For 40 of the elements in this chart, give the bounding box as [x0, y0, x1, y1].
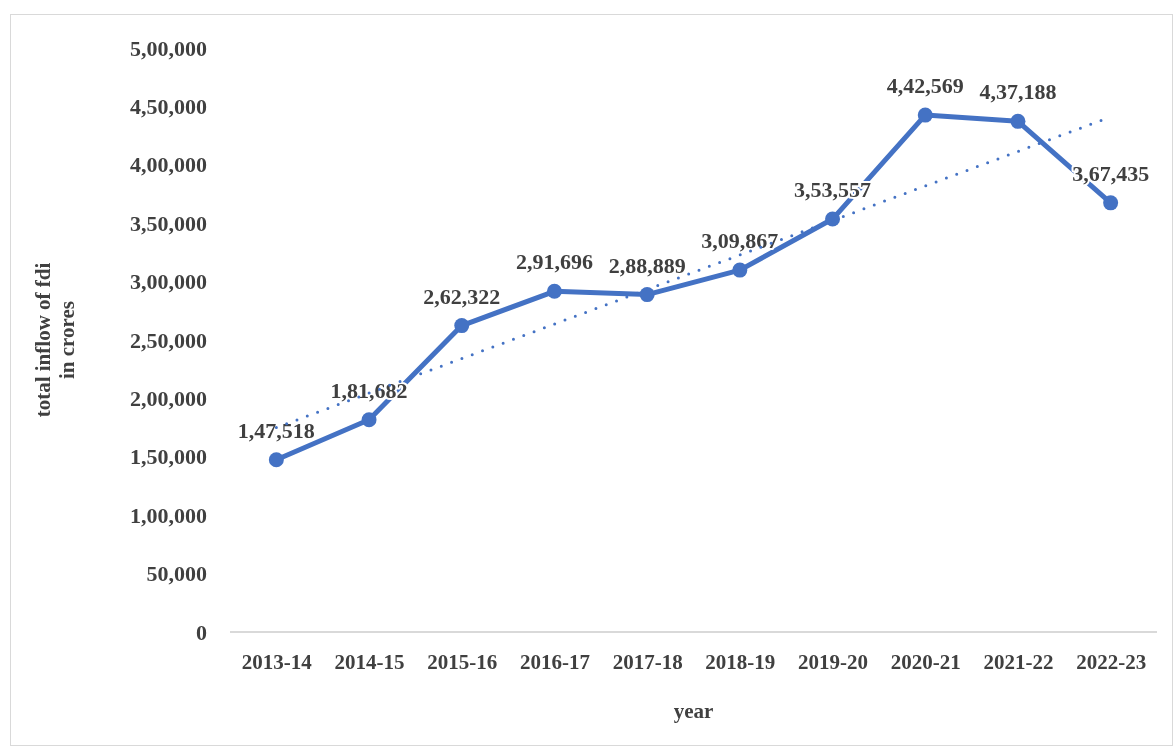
data-label: 4,42,569 — [886, 73, 964, 99]
y-tick-label: 3,50,000 — [130, 210, 207, 236]
y-axis-title: total inflow of fdi in crores — [31, 262, 79, 418]
data-label: 1,47,518 — [237, 417, 315, 443]
point — [825, 211, 841, 227]
y-tick-label: 4,00,000 — [130, 152, 207, 178]
y-tick-label: 1,50,000 — [130, 444, 207, 470]
x-tick-label: 2016-17 — [519, 649, 590, 674]
point — [1010, 113, 1026, 129]
y-tick-label: 5,00,000 — [130, 35, 207, 61]
x-tick-label: 2015-16 — [427, 649, 498, 674]
point — [1103, 195, 1119, 211]
data-label: 2,91,696 — [515, 249, 593, 275]
y-tick-label: 2,50,000 — [130, 327, 207, 353]
y-tick-label: 2,00,000 — [130, 385, 207, 411]
point — [639, 287, 655, 303]
data-label: 3,09,867 — [701, 228, 779, 254]
point — [454, 318, 470, 334]
x-tick-label: 2019-20 — [798, 649, 869, 674]
point — [361, 412, 377, 428]
x-tick-label: 2018-19 — [705, 649, 776, 674]
y-tick-label: 4,50,000 — [130, 93, 207, 119]
x-tick-label: 2014-15 — [334, 649, 405, 674]
point — [917, 107, 933, 123]
point — [732, 262, 748, 278]
x-tick-label: 2022-23 — [1076, 649, 1147, 674]
x-tick-label: 2013-14 — [241, 649, 313, 674]
data-label: 2,62,322 — [423, 283, 501, 309]
y-tick-label: 0 — [196, 619, 207, 645]
x-tick-label: 2017-18 — [612, 649, 683, 674]
x-tick-label: 2021-22 — [983, 649, 1054, 674]
y-tick-label: 3,00,000 — [130, 269, 207, 295]
y-tick-label: 50,000 — [146, 561, 207, 587]
x-axis-title: year — [673, 699, 714, 723]
point — [546, 283, 562, 299]
data-label: 2,88,889 — [608, 252, 686, 278]
x-tick-label: 2020-21 — [890, 649, 961, 674]
data-label: 4,37,188 — [979, 79, 1057, 105]
y-tick-label: 1,00,000 — [130, 502, 207, 528]
point — [268, 452, 284, 468]
